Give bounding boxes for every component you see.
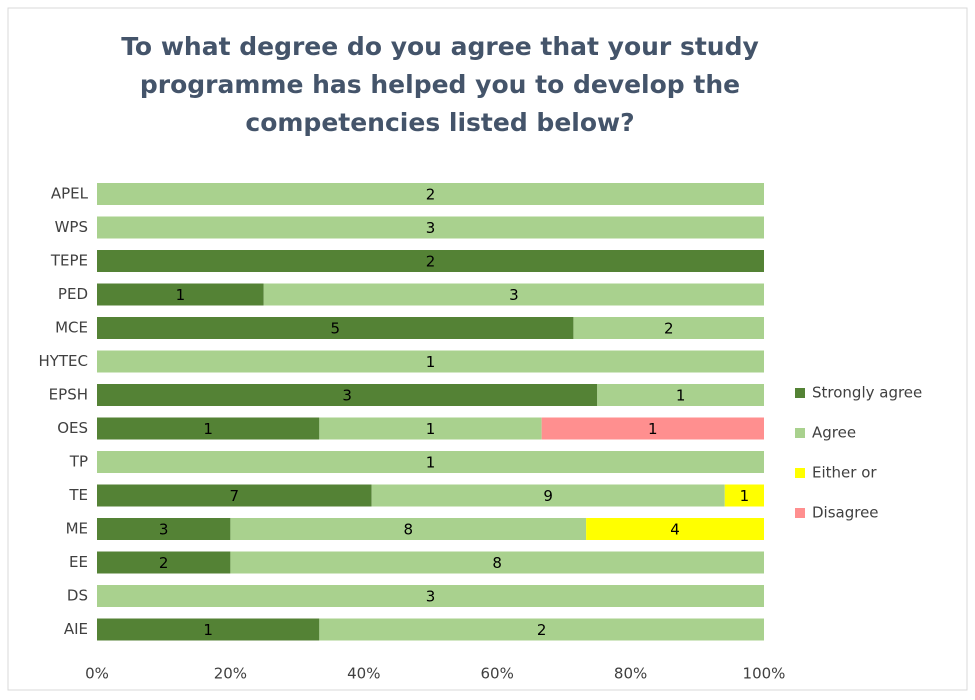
y-tick-label: MCE: [55, 319, 88, 337]
y-tick-label: AIE: [64, 620, 88, 638]
bar-segment: [97, 216, 764, 239]
y-tick-label: DS: [67, 587, 88, 605]
y-tick-label: HYTEC: [38, 352, 88, 370]
data-label: 3: [426, 588, 436, 606]
data-label: 3: [509, 286, 519, 304]
chart-title: To what degree do you agree that your st…: [121, 32, 759, 61]
legend-swatch: [795, 388, 805, 398]
x-tick-label: 60%: [481, 665, 514, 683]
chart-frame: [7, 7, 968, 691]
legend-label: Disagree: [812, 504, 879, 522]
bar-segment: [97, 350, 764, 373]
legend-swatch: [795, 508, 805, 518]
y-tick-label: WPS: [55, 218, 88, 236]
data-label: 2: [664, 320, 674, 338]
data-label: 1: [426, 454, 436, 472]
bar-segment: [573, 317, 764, 339]
x-tick-label: 80%: [614, 665, 647, 683]
data-label: 2: [426, 253, 436, 271]
data-label: 1: [203, 420, 213, 438]
bar-segment: [97, 484, 372, 507]
bar-segment: [230, 551, 764, 574]
bar-segment: [586, 518, 764, 540]
data-label: 3: [342, 387, 352, 405]
data-label: 9: [543, 487, 553, 505]
chart-title: programme has helped you to develop the: [140, 70, 740, 99]
bar-segment: [97, 283, 264, 306]
y-tick-label: ME: [66, 520, 88, 538]
bar-segment: [263, 283, 764, 306]
data-label: 8: [403, 521, 413, 539]
y-tick-label: TP: [69, 453, 88, 471]
y-tick-label: TE: [68, 486, 88, 504]
bar-segment: [319, 417, 542, 440]
x-tick-label: 40%: [347, 665, 380, 683]
data-label: 1: [648, 420, 658, 438]
bar-segment: [97, 317, 574, 339]
legend-swatch: [795, 468, 805, 478]
y-tick-label: APEL: [51, 185, 89, 203]
data-label: 2: [537, 621, 547, 639]
data-label: 4: [670, 521, 680, 539]
legend-label: Agree: [812, 424, 856, 442]
data-label: 1: [740, 487, 750, 505]
bar-segment: [541, 417, 764, 440]
bar-segment: [97, 384, 598, 406]
legend-label: Strongly agree: [812, 384, 922, 402]
legend-label: Either or: [812, 464, 877, 482]
data-label: 1: [176, 286, 186, 304]
data-label: 1: [203, 621, 213, 639]
bar-segment: [97, 451, 764, 473]
data-label: 5: [330, 320, 340, 338]
y-tick-label: PED: [58, 285, 88, 303]
y-tick-label: EE: [69, 553, 88, 571]
data-label: 1: [426, 353, 436, 371]
data-label: 1: [426, 420, 436, 438]
bar-segment: [230, 518, 587, 540]
x-tick-label: 100%: [743, 665, 786, 683]
bar-segment: [97, 250, 764, 272]
legend-swatch: [795, 428, 805, 438]
y-tick-label: OES: [57, 419, 88, 437]
data-label: 1: [676, 387, 686, 405]
bar-segment: [97, 417, 320, 440]
bar-segment: [97, 183, 764, 205]
bar-segment: [597, 384, 764, 406]
bar-segment: [724, 484, 764, 507]
y-tick-label: EPSH: [49, 386, 88, 404]
data-label: 8: [492, 554, 502, 572]
bar-segment: [319, 618, 764, 641]
bar-segment: [97, 618, 320, 641]
x-tick-label: 20%: [214, 665, 247, 683]
bar-segment: [97, 551, 231, 574]
data-label: 2: [159, 554, 169, 572]
x-tick-label: 0%: [85, 665, 109, 683]
data-label: 3: [426, 219, 436, 237]
chart-title: competencies listed below?: [245, 108, 634, 137]
y-tick-label: TEPE: [50, 252, 88, 270]
bar-segment: [371, 484, 725, 507]
data-label: 2: [426, 186, 436, 204]
bar-segment: [97, 585, 764, 607]
data-label: 3: [159, 521, 169, 539]
data-label: 7: [230, 487, 240, 505]
bar-segment: [97, 518, 231, 540]
